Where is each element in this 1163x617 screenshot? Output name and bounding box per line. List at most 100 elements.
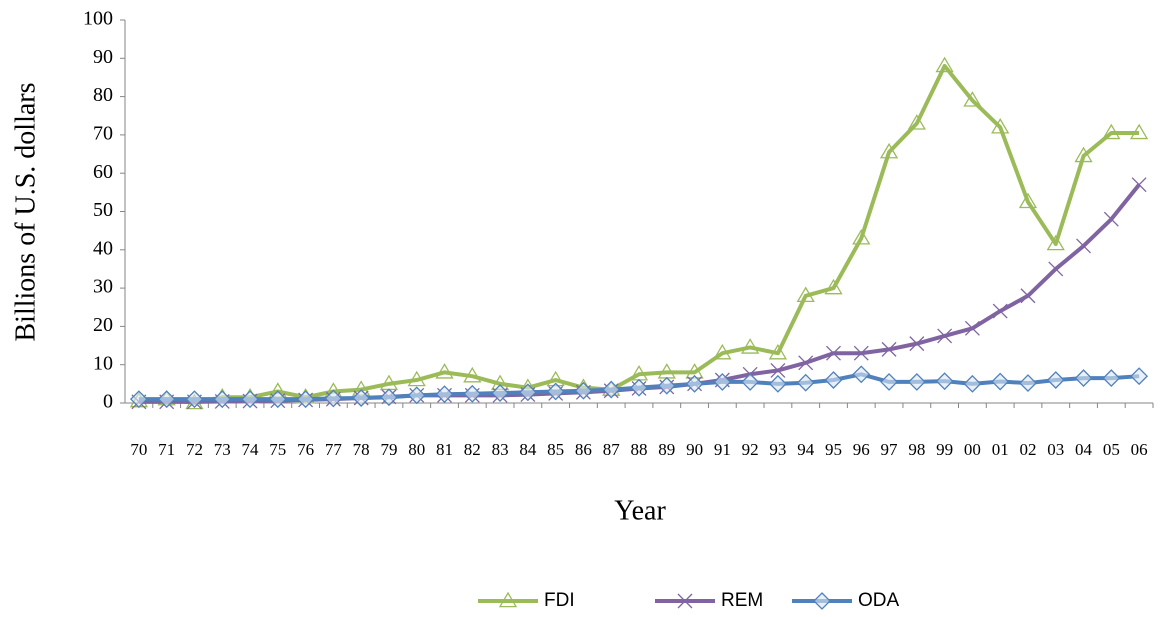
legend-marker	[498, 591, 518, 608]
x-tick-label: 85	[547, 440, 564, 459]
series-line	[138, 183, 1141, 404]
data-point	[352, 389, 371, 407]
data-point	[463, 384, 482, 403]
series-line	[138, 63, 1140, 405]
y-tick-label: 0	[103, 391, 113, 413]
x-tick-label: 05	[1103, 440, 1120, 459]
data-point	[324, 389, 343, 408]
x-tick-label: 84	[519, 440, 537, 459]
data-point	[1046, 234, 1065, 251]
x-tick-label: 04	[1075, 440, 1093, 459]
data-point	[1076, 238, 1091, 254]
x-tick-label: 91	[714, 440, 731, 459]
data-point	[241, 390, 259, 409]
x-tick-label: 88	[631, 440, 648, 459]
legend-marker	[813, 592, 831, 610]
data-point	[768, 374, 787, 393]
data-point	[852, 229, 871, 245]
x-tick-label: 96	[853, 440, 870, 459]
x-tick-label: 70	[130, 440, 147, 459]
data-point	[991, 117, 1010, 134]
data-point	[630, 378, 648, 397]
y-tick-label: 100	[83, 8, 113, 30]
legend-marker	[677, 593, 693, 609]
x-tick-label: 06	[1131, 440, 1148, 459]
x-tick-label: 80	[408, 440, 425, 459]
data-point	[853, 345, 869, 361]
data-point	[880, 373, 898, 391]
data-point	[796, 373, 815, 392]
data-point	[740, 338, 760, 354]
x-tick-label: 99	[936, 440, 953, 459]
x-tick-label: 73	[214, 440, 231, 459]
data-point	[963, 91, 982, 107]
data-point	[1102, 369, 1121, 388]
data-point	[657, 376, 676, 395]
y-tick-label: 90	[93, 46, 113, 68]
data-point	[185, 390, 204, 409]
data-point	[1131, 177, 1147, 193]
y-tick-label: 40	[93, 237, 113, 259]
data-point	[770, 362, 786, 378]
data-point	[1102, 123, 1121, 140]
data-point	[1129, 123, 1149, 140]
data-point	[546, 382, 565, 401]
data-point	[1074, 146, 1093, 163]
data-point	[296, 390, 315, 409]
data-point	[518, 383, 537, 402]
x-tick-label: 77	[325, 440, 343, 459]
data-point	[685, 374, 704, 393]
x-tick-label: 93	[769, 440, 786, 459]
x-tick-label: 00	[964, 440, 981, 459]
data-point	[963, 374, 982, 393]
data-point	[463, 366, 482, 383]
x-tick-label: 74	[242, 440, 260, 459]
x-tick-label: 75	[269, 440, 286, 459]
data-point	[213, 390, 232, 409]
data-point	[937, 328, 953, 344]
data-point	[1103, 211, 1119, 227]
data-point	[574, 381, 593, 400]
x-tick-label: 92	[742, 440, 759, 459]
data-point	[407, 386, 426, 405]
legend-label: ODA	[858, 590, 900, 611]
x-axis-title: Year	[614, 495, 666, 526]
x-tick-label: 94	[797, 440, 815, 459]
data-point	[798, 355, 814, 371]
data-point	[1046, 371, 1065, 389]
data-point	[713, 343, 732, 360]
data-point	[713, 373, 732, 391]
data-point	[935, 372, 954, 391]
x-tick-label: 76	[297, 440, 314, 459]
legend-label: FDI	[544, 590, 575, 611]
y-tick-label: 10	[93, 352, 113, 374]
x-tick-label: 79	[380, 440, 397, 459]
x-tick-label: 90	[686, 440, 703, 459]
legend-label: REM	[721, 590, 763, 611]
data-point	[964, 320, 980, 336]
data-point	[907, 373, 926, 391]
x-tick-label: 82	[464, 440, 481, 459]
data-point	[991, 372, 1010, 391]
data-point	[768, 343, 788, 360]
data-point	[435, 385, 454, 404]
x-tick-label: 86	[575, 440, 592, 459]
x-tick-label: 83	[492, 440, 509, 459]
y-tick-label: 30	[93, 276, 113, 298]
x-tick-label: 72	[186, 440, 203, 459]
x-tick-label: 97	[881, 440, 899, 459]
data-point	[491, 384, 510, 402]
data-point	[907, 114, 926, 130]
data-point	[796, 286, 815, 303]
data-point	[1019, 374, 1037, 393]
x-tick-label: 95	[825, 440, 842, 459]
x-tick-label: 01	[992, 440, 1009, 459]
data-point	[407, 370, 426, 387]
data-point	[1018, 192, 1038, 209]
y-tick-label: 50	[93, 199, 113, 221]
data-point	[935, 56, 954, 73]
x-tick-label: 78	[353, 440, 370, 459]
x-tick-label: 98	[908, 440, 925, 459]
data-point	[1074, 369, 1093, 388]
data-point	[741, 373, 760, 391]
